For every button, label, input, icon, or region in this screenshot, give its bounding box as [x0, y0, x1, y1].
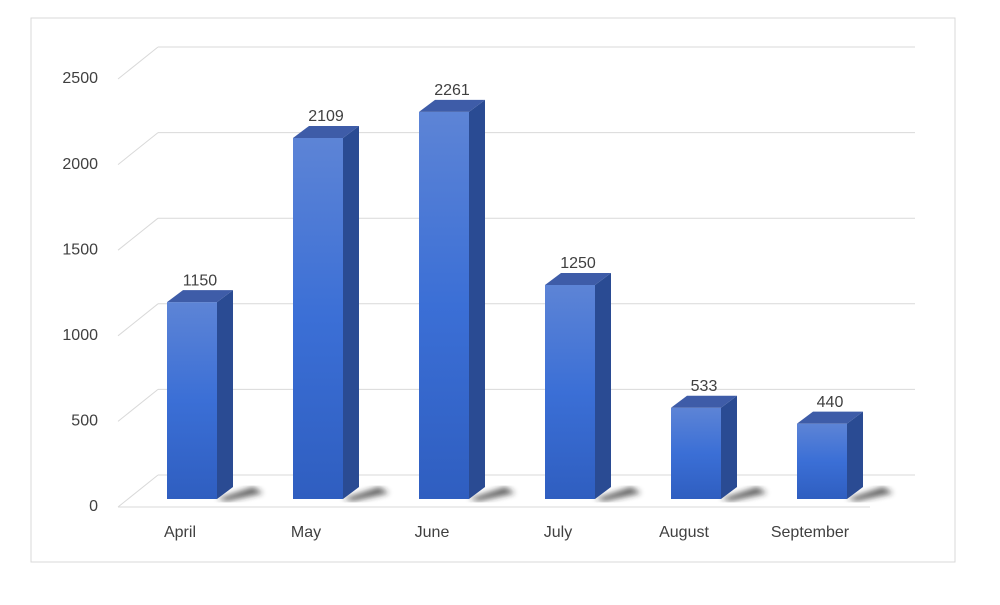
bar-top	[419, 99, 485, 112]
bar-shadow	[469, 487, 515, 501]
bar-top	[167, 290, 233, 303]
grid-line-side	[117, 389, 159, 422]
bar-top	[545, 273, 611, 285]
x-tick-label: July	[544, 524, 572, 541]
bar-side	[217, 290, 233, 499]
bar-side	[847, 411, 863, 499]
bar	[797, 423, 847, 499]
grid-line-side	[117, 303, 159, 337]
bar-top	[797, 411, 863, 424]
x-tick-label: April	[164, 524, 196, 541]
y-tick-label: 2000	[62, 156, 98, 173]
data-label: 440	[817, 394, 844, 411]
y-tick-label: 1000	[62, 327, 98, 344]
grid-line-side	[117, 46, 159, 80]
bar	[671, 407, 721, 499]
grid-line-side	[117, 217, 159, 251]
bar-side	[343, 125, 359, 499]
grid	[117, 46, 915, 508]
bar-top	[671, 395, 737, 408]
bar-side	[721, 395, 737, 499]
bar	[419, 111, 469, 499]
x-tick-label: June	[415, 524, 450, 541]
bar	[293, 137, 343, 499]
bar-side	[469, 99, 485, 499]
data-label: 1150	[183, 272, 218, 289]
bar-top	[293, 125, 359, 138]
y-tick-label: 500	[71, 413, 98, 430]
data-label: 2261	[434, 82, 470, 99]
data-label: 533	[691, 378, 718, 395]
data-label: 2109	[308, 108, 344, 125]
y-tick-label: 2500	[62, 70, 98, 87]
grid-line-side	[117, 474, 159, 508]
bar	[167, 302, 217, 499]
x-tick-label: August	[659, 524, 709, 541]
bar-shadow	[343, 487, 389, 501]
x-tick-label: September	[771, 524, 850, 541]
y-tick-label: 1500	[62, 241, 98, 258]
bar	[545, 285, 595, 499]
bar-shadow	[217, 487, 263, 501]
x-tick-label: May	[291, 524, 321, 541]
data-label: 1250	[560, 255, 596, 272]
grid-line-side	[117, 132, 159, 165]
bar-side	[595, 273, 611, 499]
bars: 1150 2109 2261 1250 533 440	[167, 82, 893, 501]
bar-shadow	[847, 487, 893, 501]
bar-shadow	[595, 487, 641, 501]
y-tick-label: 0	[89, 498, 98, 515]
bar-shadow	[721, 487, 767, 501]
